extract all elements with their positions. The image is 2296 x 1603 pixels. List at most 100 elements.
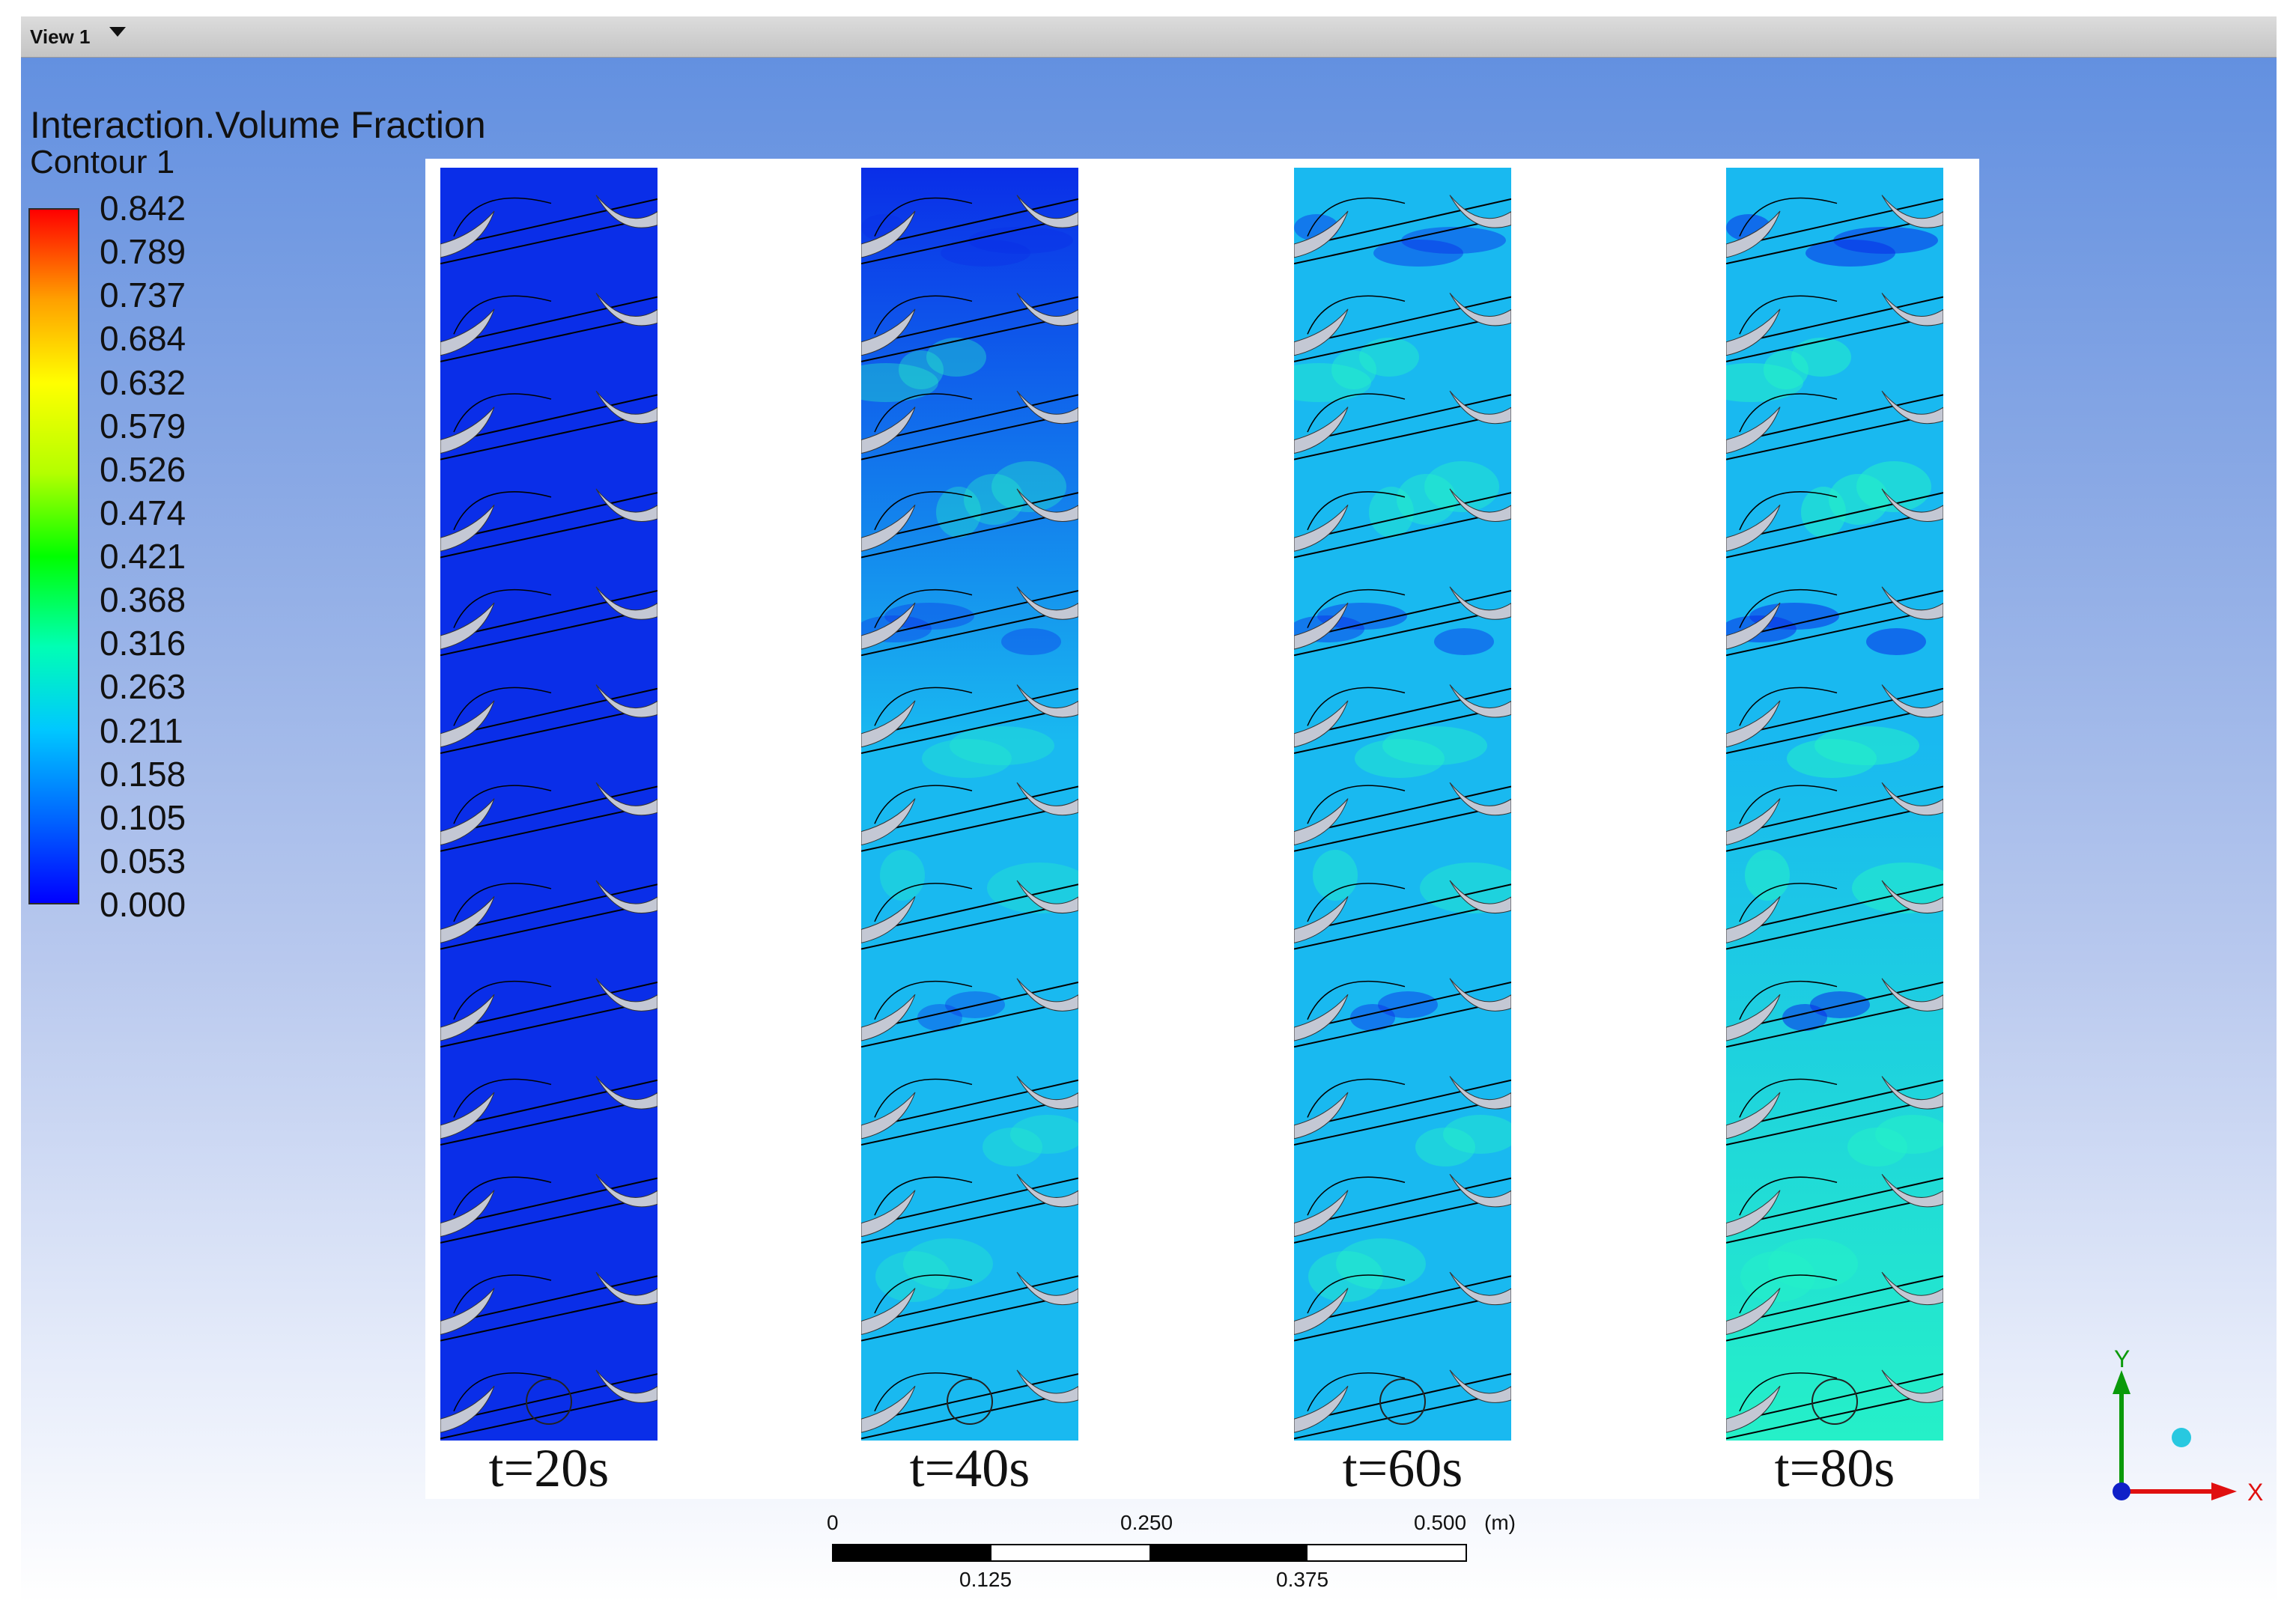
helical-blade-edge: [1294, 1292, 1511, 1342]
flow-blob: [922, 739, 1012, 778]
blade-contour-line: [1307, 785, 1406, 824]
baffle: [1881, 1173, 1943, 1208]
baffle: [1016, 1271, 1078, 1306]
baffle: [440, 798, 495, 846]
baffle: [1881, 488, 1943, 522]
baffle: [440, 896, 495, 943]
helical-blade-edge: [861, 803, 1078, 852]
blade-contour-line: [1739, 1176, 1838, 1216]
flow-blob: [1420, 863, 1511, 913]
helical-blade-edge: [1726, 492, 1943, 543]
blade-contour-line: [1307, 491, 1406, 531]
blade-contour-line: [874, 883, 973, 922]
baffle: [1726, 1092, 1781, 1140]
helical-blade-edge: [440, 982, 657, 1032]
helical-blade-edge: [1294, 1275, 1511, 1326]
scale-segment: [1308, 1545, 1466, 1560]
flow-blob: [1331, 350, 1376, 389]
baffle: [1016, 1369, 1078, 1403]
blade-contour-line: [874, 197, 973, 237]
outlet-circle: [1379, 1378, 1426, 1425]
contour-panel-t60[interactable]: [1294, 168, 1511, 1441]
baffle: [1726, 407, 1781, 454]
helical-blade-edge: [1294, 216, 1511, 265]
helical-blade-edge: [1726, 296, 1943, 347]
scale-segment: [991, 1545, 1149, 1560]
flow-blob: [968, 227, 1073, 254]
baffle: [1294, 504, 1349, 552]
helical-blade-edge: [440, 314, 657, 362]
baffle: [1294, 308, 1349, 356]
flow-blob: [1355, 739, 1445, 778]
legend-tick-14: 0.105: [100, 797, 186, 837]
blade-contour-line: [1307, 687, 1406, 726]
helical-blade-edge: [861, 687, 1078, 739]
helical-blade-edge: [1726, 687, 1943, 739]
helical-blade-edge: [1726, 198, 1943, 249]
baffle: [1294, 1190, 1349, 1238]
helical-blade-edge: [1726, 883, 1943, 934]
helical-blade-edge: [440, 999, 657, 1048]
helical-blade-edge: [1726, 589, 1943, 641]
blade-contour-line: [1739, 1274, 1838, 1314]
blade-contour-line: [453, 1372, 552, 1412]
helical-blade-edge: [861, 1275, 1078, 1326]
view-dropdown-icon[interactable]: [109, 27, 126, 37]
baffle: [595, 1076, 657, 1110]
helical-blade-edge: [1294, 314, 1511, 362]
flow-blob: [1852, 863, 1943, 913]
baffle: [1449, 1173, 1511, 1208]
legend-title: Interaction.Volume Fraction: [30, 104, 486, 146]
axis-triad[interactable]: Y X: [2077, 1342, 2271, 1521]
baffle: [861, 896, 916, 943]
time-label-t60: t=60s: [1342, 1438, 1463, 1498]
baffle: [1881, 1369, 1943, 1403]
baffle: [1881, 880, 1943, 913]
blade-contour-line: [453, 1176, 552, 1216]
helical-blade-edge: [440, 607, 657, 657]
scale-segment: [1149, 1545, 1308, 1560]
flow-blob: [1294, 363, 1371, 402]
baffle: [440, 504, 495, 552]
baffle: [440, 1092, 495, 1140]
legend-tick-12: 0.211: [100, 711, 183, 750]
blade-contour-line: [874, 491, 973, 531]
blade-contour-line: [1307, 588, 1406, 628]
baffle: [1016, 684, 1078, 718]
baffle: [1016, 195, 1078, 228]
legend-tick-8: 0.421: [100, 537, 186, 576]
blade-contour-line: [453, 393, 552, 433]
blade-contour-line: [874, 393, 973, 433]
helical-blade-edge: [440, 216, 657, 265]
flow-blob: [1801, 487, 1846, 538]
contour-panel-t80[interactable]: [1726, 168, 1943, 1441]
blade-contour-line: [1739, 883, 1838, 922]
flow-blob: [987, 863, 1078, 913]
baffle: [595, 195, 657, 228]
blade-contour-line: [453, 197, 552, 237]
helical-blade-edge: [440, 883, 657, 934]
baffle: [595, 488, 657, 522]
helical-blade-edge: [1294, 607, 1511, 657]
baffle: [861, 1288, 916, 1335]
baffle: [1294, 210, 1349, 258]
scale-label-0500: 0.500: [1414, 1511, 1467, 1534]
contour-panel-t20[interactable]: [440, 168, 657, 1441]
helical-blade-edge: [1726, 394, 1943, 445]
baffle: [1726, 1190, 1781, 1238]
baffle: [1449, 390, 1511, 425]
scale-label-0125: 0.125: [959, 1568, 1012, 1591]
flow-blob: [1369, 487, 1414, 538]
helical-blade-edge: [861, 394, 1078, 445]
contour-panel-t40[interactable]: [861, 168, 1078, 1441]
blade-contour-line: [874, 588, 973, 628]
helical-blade-edge: [861, 509, 1078, 559]
baffle: [1449, 782, 1511, 816]
helical-blade-edge: [1294, 901, 1511, 950]
flow-blob: [1847, 1128, 1907, 1166]
3d-viewport[interactable]: View 1 Interaction.Volume Fraction Conto…: [21, 16, 2277, 1603]
baffle: [1449, 1369, 1511, 1403]
flow-blob: [936, 487, 981, 538]
legend-tick-6: 0.526: [100, 449, 186, 489]
blade-contour-line: [1739, 1078, 1838, 1118]
